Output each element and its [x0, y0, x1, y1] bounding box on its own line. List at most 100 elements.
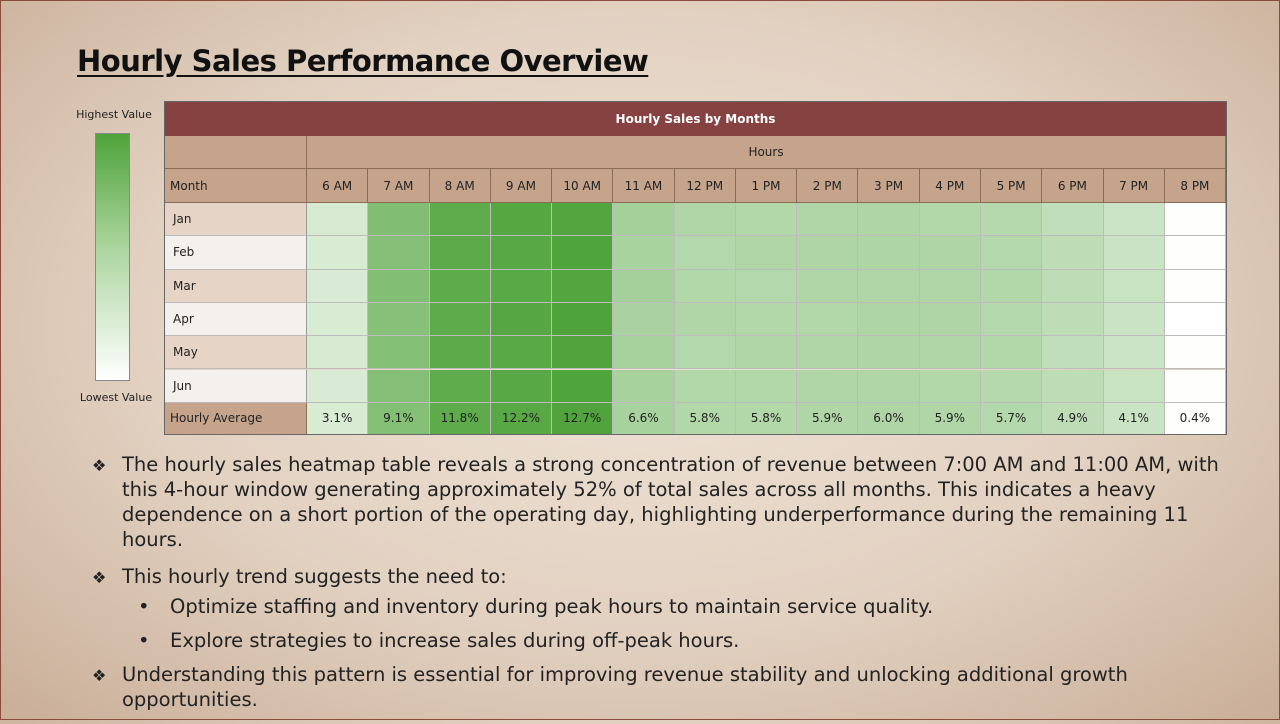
month-axis-label: Month: [165, 169, 307, 203]
note-2-text: This hourly trend suggests the need to:: [122, 565, 507, 588]
legend-high-label: Highest Value: [76, 108, 152, 121]
heatmap-cell: [429, 302, 491, 337]
heatmap-cell: [613, 369, 675, 403]
heatmap-cell: [1164, 369, 1227, 403]
heatmap-cell: [552, 336, 614, 370]
heatmap-cell: [674, 203, 736, 237]
hourly-average-cell: 4.9%: [1042, 402, 1104, 434]
hour-column-header: 11 AM: [613, 169, 675, 203]
heatmap-cell: [613, 269, 675, 303]
heatmap-cell: [674, 302, 736, 337]
color-scale-legend: [95, 133, 130, 381]
heatmap-cell: [858, 302, 920, 337]
hourly-average-cell: 5.9%: [797, 402, 859, 434]
hour-column-header: 9 AM: [490, 169, 553, 203]
hour-column-header: 2 PM: [797, 169, 859, 203]
diamond-bullet-icon: ❖: [92, 568, 107, 587]
hourly-average-cell: 6.0%: [858, 402, 920, 434]
heatmap-cell: [1164, 236, 1227, 270]
heatmap-cell: [674, 336, 736, 370]
heatmap-cell: [1103, 369, 1165, 403]
heatmap-cell: [797, 369, 859, 403]
heatmap-cell: [1042, 369, 1104, 403]
sub-note-1-text: Optimize staffing and inventory during p…: [170, 595, 934, 618]
slide-title: Hourly Sales Performance Overview: [77, 44, 649, 78]
heatmap-cell: [429, 203, 491, 237]
heatmap-cell: [980, 336, 1043, 370]
heatmap-cell: [490, 369, 553, 403]
hourly-average-label: Hourly Average: [165, 402, 307, 434]
heatmap-cell: [1042, 269, 1104, 303]
heatmap-cell: [368, 203, 430, 237]
heatmap-cell: [307, 236, 369, 270]
note-1-text: The hourly sales heatmap table reveals a…: [122, 453, 1219, 551]
hourly-average-cell: 9.1%: [368, 402, 430, 434]
hour-column-header: 8 PM: [1164, 169, 1227, 203]
heatmap-cell: [490, 236, 553, 270]
heatmap-cell: [1042, 203, 1104, 237]
heatmap-cell: [1042, 336, 1104, 370]
note-3-text: Understanding this pattern is essential …: [122, 663, 1128, 711]
heatmap-cell: [490, 336, 553, 370]
hourly-average-cell: 3.1%: [307, 402, 369, 434]
heatmap-cell: [490, 203, 553, 237]
dot-bullet-icon: •: [138, 595, 150, 618]
heatmap-cell: [1164, 269, 1227, 303]
hour-column-header: 1 PM: [735, 169, 798, 203]
hour-column-header: 7 AM: [368, 169, 430, 203]
heatmap-cell: [980, 203, 1043, 237]
heatmap-cell: [1164, 203, 1227, 237]
heatmap-cell: [735, 302, 798, 337]
heatmap-cell: [1164, 302, 1227, 337]
month-row-label: Apr: [165, 302, 307, 337]
legend-low-label: Lowest Value: [79, 391, 153, 404]
heatmap-cell: [552, 236, 614, 270]
hours-header-blank: [165, 136, 307, 169]
heatmap-cell: [307, 336, 369, 370]
heatmap-cell: [613, 336, 675, 370]
month-row-label: Jan: [165, 203, 307, 237]
hourly-average-cell: 5.7%: [980, 402, 1043, 434]
heatmap-cell: [980, 236, 1043, 270]
heatmap-cell: [919, 269, 981, 303]
heatmap-cell: [368, 269, 430, 303]
month-row-label: Jun: [165, 369, 307, 403]
heatmap-cell: [858, 236, 920, 270]
heatmap-cell: [674, 269, 736, 303]
heatmap-cell: [919, 302, 981, 337]
heatmap-cell: [613, 203, 675, 237]
heatmap-cell: [797, 336, 859, 370]
heatmap-table: Hourly Sales by Months Hours Month 6 AM 7 A…: [164, 101, 1227, 435]
diamond-bullet-icon: ❖: [92, 666, 107, 685]
month-row-label: May: [165, 336, 307, 370]
heatmap-cell: [797, 302, 859, 337]
heatmap-cell: [552, 203, 614, 237]
hourly-average-cell: 5.8%: [674, 402, 736, 434]
heatmap-cell: [1042, 302, 1104, 337]
heatmap-cell: [797, 203, 859, 237]
heatmap-cell: [797, 236, 859, 270]
heatmap-cell: [919, 236, 981, 270]
heatmap-cell: [674, 236, 736, 270]
heatmap-cell: [307, 203, 369, 237]
heatmap-cell: [1103, 203, 1165, 237]
heatmap-cell: [858, 203, 920, 237]
heatmap-cell: [919, 369, 981, 403]
heatmap-cell: [552, 269, 614, 303]
heatmap-cell: [735, 236, 798, 270]
heatmap-cell: [735, 269, 798, 303]
sub-note-2: • Explore strategies to increase sales d…: [138, 628, 1222, 653]
heatmap-cell: [735, 203, 798, 237]
heatmap-cell: [429, 236, 491, 270]
heatmap-cell: [1103, 336, 1165, 370]
hour-column-header: 8 AM: [429, 169, 491, 203]
hour-column-header: 5 PM: [980, 169, 1043, 203]
hour-column-header: 3 PM: [858, 169, 920, 203]
heatmap-cell: [1103, 269, 1165, 303]
dot-bullet-icon: •: [138, 629, 150, 652]
heatmap-cell: [429, 336, 491, 370]
hour-column-header: 10 AM: [552, 169, 614, 203]
heatmap-cell: [613, 236, 675, 270]
hourly-average-cell: 11.8%: [429, 402, 491, 434]
heatmap-cell: [919, 336, 981, 370]
